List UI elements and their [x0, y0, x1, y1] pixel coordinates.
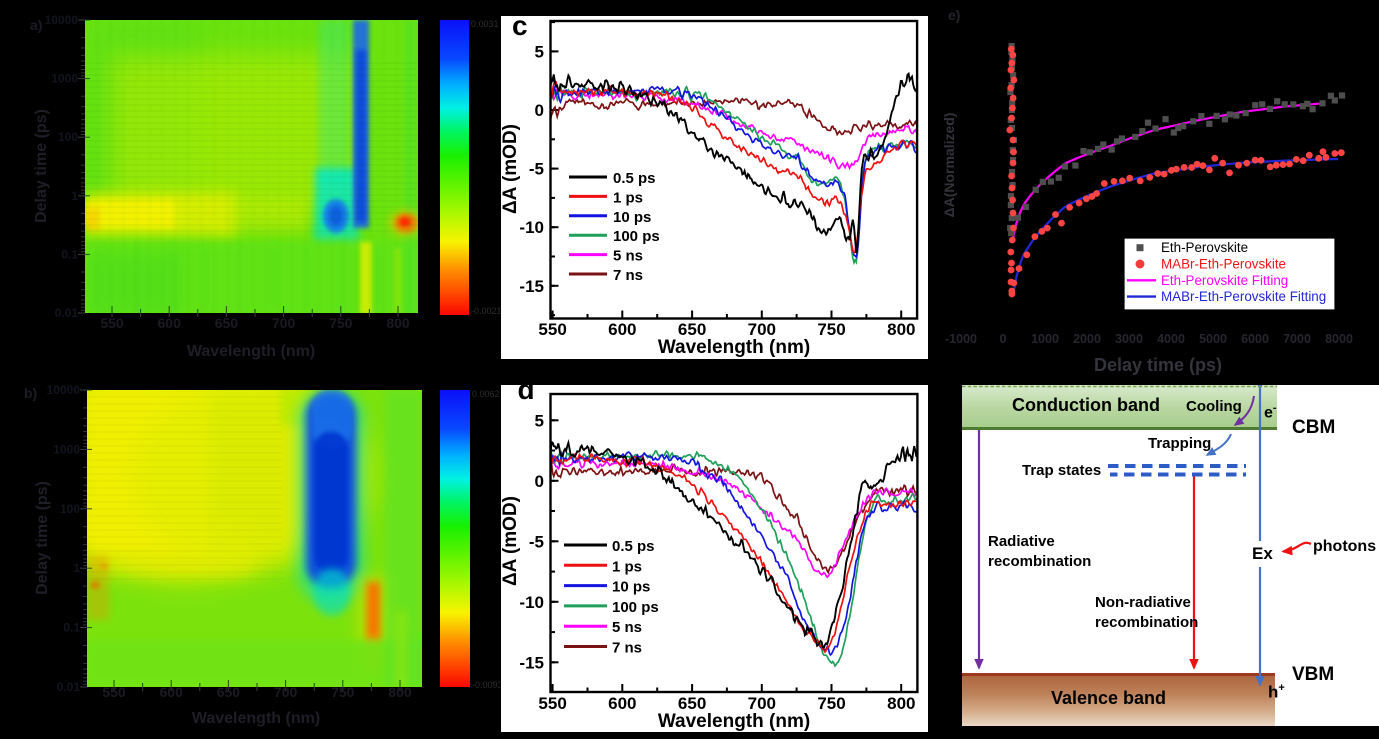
- svg-text:4000: 4000: [1157, 332, 1185, 346]
- svg-text:0: 0: [1000, 332, 1007, 346]
- svg-text:800: 800: [388, 684, 412, 700]
- svg-text:b): b): [24, 385, 37, 401]
- svg-text:600: 600: [608, 320, 636, 339]
- svg-text:1 ps: 1 ps: [613, 189, 643, 206]
- svg-text:-5: -5: [529, 160, 544, 179]
- svg-text:1000: 1000: [53, 442, 80, 456]
- svg-text:ΔA (mOD): ΔA (mOD): [501, 124, 521, 214]
- svg-text:0.5 ps: 0.5 ps: [613, 170, 656, 187]
- svg-text:0.5 ps: 0.5 ps: [612, 538, 655, 555]
- svg-text:10000: 10000: [45, 13, 79, 27]
- svg-text:8000: 8000: [1325, 332, 1353, 346]
- svg-text:800: 800: [887, 320, 915, 339]
- svg-text:750: 750: [817, 320, 845, 339]
- svg-text:600: 600: [608, 694, 636, 713]
- svg-text:700: 700: [748, 694, 776, 713]
- svg-text:1: 1: [73, 561, 80, 575]
- svg-text:-1000: -1000: [945, 332, 977, 346]
- svg-text:Wavelength (nm): Wavelength (nm): [187, 343, 315, 360]
- svg-text:MABr-Eth-Perovskite Fitting: MABr-Eth-Perovskite Fitting: [1161, 289, 1326, 304]
- svg-text:10 ps: 10 ps: [612, 579, 650, 596]
- svg-text:ΔA (mOD): ΔA (mOD): [501, 496, 521, 586]
- svg-text:Delay time (ps): Delay time (ps): [34, 481, 51, 595]
- svg-text:750: 750: [817, 694, 845, 713]
- svg-text:3000: 3000: [1115, 332, 1143, 346]
- svg-text:0.1: 0.1: [61, 247, 78, 261]
- svg-text:-15: -15: [519, 277, 544, 296]
- svg-text:2000: 2000: [1073, 332, 1101, 346]
- svg-text:0.1: 0.1: [63, 621, 80, 635]
- svg-text:700: 700: [748, 320, 776, 339]
- svg-text:ΔA(Normalized): ΔA(Normalized): [941, 113, 957, 218]
- svg-text:0: 0: [535, 101, 544, 120]
- svg-text:-10: -10: [519, 218, 544, 237]
- svg-text:100: 100: [58, 130, 78, 144]
- svg-text:650: 650: [678, 320, 706, 339]
- svg-text:Wavelength (nm): Wavelength (nm): [658, 337, 810, 358]
- svg-text:0.0031: 0.0031: [471, 19, 499, 29]
- svg-text:-10: -10: [519, 593, 544, 612]
- svg-text:7 ns: 7 ns: [612, 640, 642, 657]
- svg-text:7000: 7000: [1283, 332, 1311, 346]
- svg-text:6000: 6000: [1241, 332, 1269, 346]
- svg-text:Eth-Perovskite Fitting: Eth-Perovskite Fitting: [1161, 273, 1288, 288]
- svg-text:10 ps: 10 ps: [613, 209, 651, 226]
- svg-text:1000: 1000: [51, 72, 78, 86]
- svg-text:0.01: 0.01: [57, 680, 81, 694]
- svg-text:100 ps: 100 ps: [612, 599, 659, 616]
- svg-text:Delay time (ps): Delay time (ps): [33, 109, 50, 223]
- svg-text:-0.0093: -0.0093: [472, 680, 500, 690]
- svg-text:Wavelength (nm): Wavelength (nm): [658, 711, 810, 732]
- svg-text:5 ns: 5 ns: [612, 619, 642, 636]
- svg-text:-15: -15: [519, 653, 544, 672]
- svg-text:650: 650: [215, 315, 239, 331]
- svg-text:100 ps: 100 ps: [613, 228, 660, 245]
- svg-text:c: c: [512, 14, 528, 41]
- svg-text:0.0062: 0.0062: [472, 389, 500, 399]
- svg-text:e): e): [948, 7, 960, 23]
- svg-text:550: 550: [538, 320, 566, 339]
- svg-text:5 ns: 5 ns: [613, 248, 643, 265]
- svg-text:700: 700: [274, 684, 298, 700]
- svg-text:600: 600: [158, 315, 182, 331]
- svg-text:650: 650: [217, 684, 241, 700]
- svg-text:-0.0021: -0.0021: [471, 306, 500, 316]
- svg-text:Eth-Perovskite: Eth-Perovskite: [1161, 240, 1248, 255]
- svg-text:1 ps: 1 ps: [612, 558, 642, 575]
- svg-text:100: 100: [60, 502, 80, 516]
- svg-text:-5: -5: [529, 532, 544, 551]
- svg-text:700: 700: [272, 315, 296, 331]
- svg-text:Delay time (ps): Delay time (ps): [1094, 355, 1222, 375]
- svg-text:550: 550: [538, 694, 566, 713]
- svg-text:5: 5: [535, 42, 544, 61]
- svg-text:750: 750: [331, 684, 355, 700]
- svg-text:550: 550: [102, 684, 126, 700]
- svg-text:550: 550: [100, 315, 124, 331]
- svg-text:0.01: 0.01: [55, 306, 79, 320]
- svg-text:800: 800: [887, 694, 915, 713]
- svg-text:a): a): [30, 17, 42, 33]
- svg-text:d: d: [518, 384, 535, 405]
- svg-text:650: 650: [678, 694, 706, 713]
- svg-text:1: 1: [71, 189, 78, 203]
- svg-text:Wavelength (nm): Wavelength (nm): [192, 710, 320, 727]
- svg-text:800: 800: [386, 315, 410, 331]
- svg-text:10000: 10000: [47, 383, 81, 397]
- svg-text:1000: 1000: [1031, 332, 1059, 346]
- svg-text:5000: 5000: [1199, 332, 1227, 346]
- svg-text:600: 600: [160, 684, 184, 700]
- svg-text:MABr-Eth-Perovskite: MABr-Eth-Perovskite: [1161, 257, 1286, 272]
- svg-text:5: 5: [535, 411, 544, 430]
- svg-text:0: 0: [535, 472, 544, 491]
- svg-text:750: 750: [329, 315, 353, 331]
- svg-text:7 ns: 7 ns: [613, 267, 643, 284]
